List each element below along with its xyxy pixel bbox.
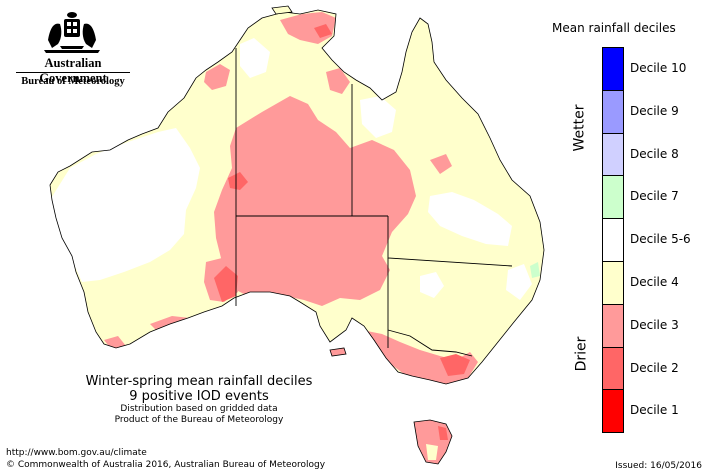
legend-swatch xyxy=(602,47,624,90)
caption-title: Winter-spring mean rainfall deciles xyxy=(85,374,313,389)
legend-labels: Decile 10 Decile 9 Decile 8 Decile 7 Decile … xyxy=(630,47,691,432)
legend-label: Decile 2 xyxy=(630,360,679,375)
footer-url: http://www.bom.gov.au/climate xyxy=(6,448,147,458)
state-borders xyxy=(235,48,513,357)
dry-region-central xyxy=(214,96,416,306)
normal-region-east-coast xyxy=(506,264,532,300)
wetter-label: Wetter xyxy=(571,104,588,152)
footer-copyright: © Commonwealth of Australia 2016, Austra… xyxy=(6,460,326,470)
coat-of-arms-logo xyxy=(44,12,100,53)
legend-label: Decile 8 xyxy=(630,146,679,161)
legend-swatch xyxy=(602,218,624,261)
dry-region-nw-kimberley xyxy=(204,64,230,90)
normal-region-cape xyxy=(360,96,396,138)
legend-title: Mean rainfall deciles xyxy=(552,21,676,35)
drier-label: Drier xyxy=(573,336,590,372)
legend-swatch xyxy=(602,303,624,347)
legend-label: Decile 10 xyxy=(630,61,687,75)
legend-swatch xyxy=(602,132,624,176)
very-dry-region-north xyxy=(314,24,332,38)
normal-region-east xyxy=(428,192,512,246)
legend-swatch xyxy=(602,175,624,219)
legend-label: Decile 1 xyxy=(630,403,679,418)
tasmania-decile-4 xyxy=(426,444,438,460)
logo-divider xyxy=(16,72,130,73)
tasmania-decile-2 xyxy=(438,426,448,440)
legend-swatch xyxy=(602,389,624,434)
caption-product-note: Product of the Bureau of Meteorology xyxy=(114,415,284,425)
normal-region-nsw xyxy=(420,272,444,298)
caption-data-note: Distribution based on gridded data xyxy=(120,404,278,414)
issued-date: Issued: 16/05/2016 xyxy=(615,461,702,471)
caption-subtitle: 9 positive IOD events xyxy=(129,389,269,404)
wet-region-decile-7 xyxy=(530,262,540,278)
government-name: Australian Government xyxy=(39,56,107,85)
map-caption: Winter-spring mean rainfall deciles 9 po… xyxy=(66,374,332,426)
very-dry-region-wa xyxy=(214,266,238,302)
legend-swatch xyxy=(602,89,624,133)
legend-label: Decile 3 xyxy=(630,317,679,332)
normal-region-west xyxy=(50,128,200,282)
legend-swatch xyxy=(602,346,624,390)
mainland-coastline xyxy=(49,9,545,385)
normal-region-kimberley xyxy=(240,38,270,78)
very-dry-region-vic xyxy=(440,354,470,376)
kangaroo-island xyxy=(329,347,347,357)
legend-label: Decile 4 xyxy=(630,274,679,289)
legend-label: Decile 7 xyxy=(630,189,679,204)
legend-swatch xyxy=(602,260,624,304)
legend-swatches xyxy=(602,47,624,434)
legend-label: Decile 5-6 xyxy=(630,232,691,247)
melville-island xyxy=(271,5,293,15)
nsw-vic-border xyxy=(387,329,473,357)
agency-name: Bureau of Meteorology xyxy=(21,76,125,87)
dry-region-gulf xyxy=(326,68,350,94)
very-dry-region-nt-centre xyxy=(228,172,248,190)
dry-region-qld-coast xyxy=(430,154,452,174)
legend-label: Decile 9 xyxy=(630,103,679,118)
